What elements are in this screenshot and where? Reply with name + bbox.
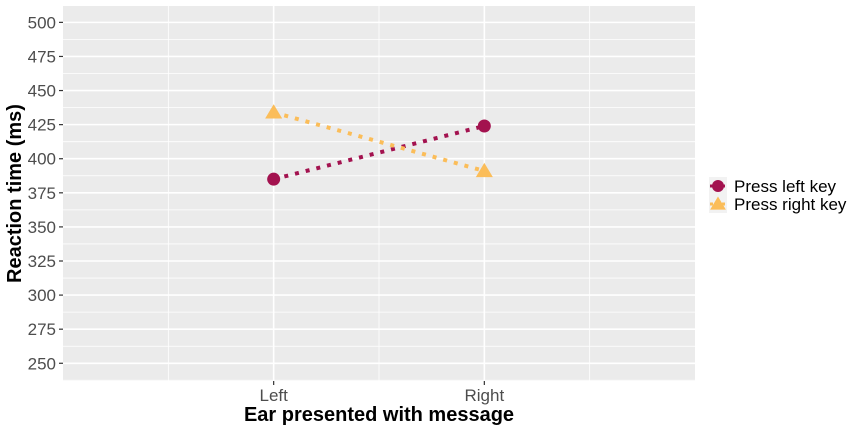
data-point-press-right-key [265,104,283,119]
grid-major [63,6,695,381]
y-tick-label: 250 [28,354,56,373]
y-tick-label: 500 [28,13,56,32]
legend-marker-press-left-key [712,180,724,192]
data-point-press-left-key [477,119,491,133]
grid-minor [63,6,695,381]
data-point-press-right-key [475,162,493,178]
y-tick-label: 275 [28,320,56,339]
legend-label: Press left key [734,177,837,196]
y-tick-label: 400 [28,150,56,169]
y-axis-title: Reaction time (ms) [4,104,26,283]
legend-marker-press-right-key [710,196,726,210]
x-tick-label: Left [259,386,288,405]
y-tick-label: 475 [28,47,56,66]
data-point-press-left-key [267,172,281,186]
y-axis-ticks: 250 275 300 325 350 375 400 425 450 475 500 [28,13,63,373]
series-line-press-left-key [273,124,485,182]
x-axis-ticks: Left Right [259,381,504,405]
x-tick-label: Right [464,386,504,405]
y-tick-label: 450 [28,82,56,101]
x-axis-title: Ear presented with message [244,404,514,426]
y-tick-label: 375 [28,184,56,203]
series-line-press-right-key [273,110,485,173]
y-tick-label: 425 [28,116,56,135]
y-tick-label: 350 [28,218,56,237]
y-tick-label: 325 [28,252,56,271]
series-layer [265,104,493,186]
legend-label: Press right key [734,195,847,214]
y-tick-label: 300 [28,286,56,305]
